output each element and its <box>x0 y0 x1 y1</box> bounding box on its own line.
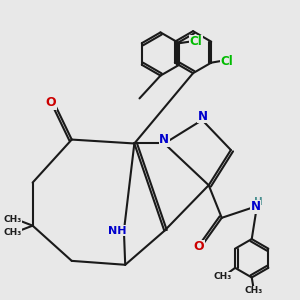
Text: N: N <box>251 200 261 213</box>
Text: Cl: Cl <box>189 35 202 48</box>
Text: CH₃: CH₃ <box>3 228 22 237</box>
Text: N: N <box>198 110 208 123</box>
Text: CH₃: CH₃ <box>3 214 22 224</box>
Text: CH₃: CH₃ <box>244 286 262 296</box>
Text: O: O <box>193 240 204 253</box>
Text: Cl: Cl <box>220 55 233 68</box>
Text: NH: NH <box>108 226 127 236</box>
Text: O: O <box>46 96 56 109</box>
Text: CH₃: CH₃ <box>213 272 232 281</box>
Text: H: H <box>254 197 262 208</box>
Text: N: N <box>159 134 169 146</box>
